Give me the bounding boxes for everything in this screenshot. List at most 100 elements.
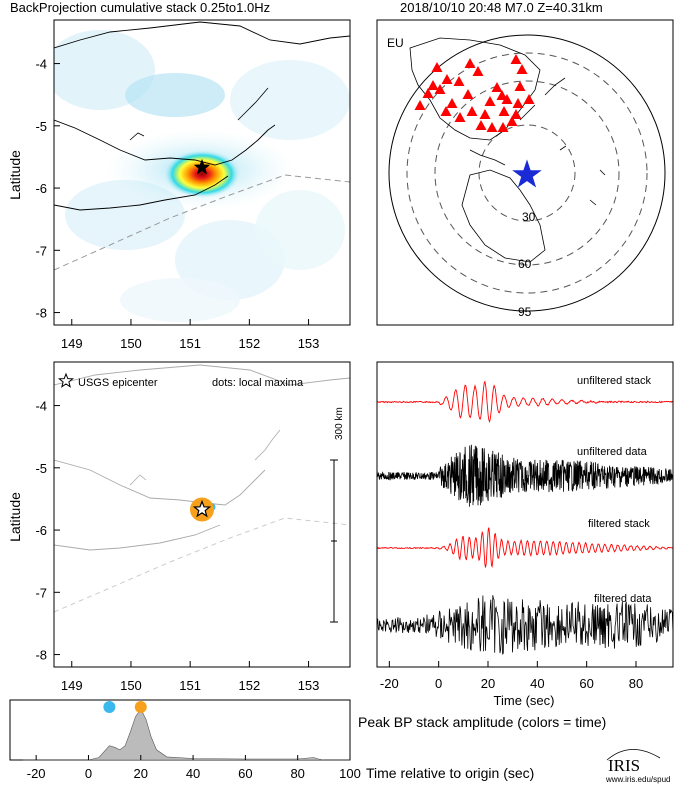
station-triangle-icon <box>514 81 526 91</box>
y-tick-label: -4 <box>35 57 47 72</box>
stack-x-tick-label: 0 <box>85 766 92 781</box>
y-tick-label: -6 <box>35 181 47 196</box>
peak-dots <box>103 701 147 713</box>
backprojection-map <box>53 19 351 326</box>
stack-x-tick-label: -20 <box>27 766 46 781</box>
trace-unfiltered-data <box>377 444 673 507</box>
map-a-ticks: -4 -5 -6 -7 -8 149 150 151 152 153 <box>35 57 319 351</box>
station-triangle-icon <box>441 74 453 84</box>
station-triangle-icon <box>491 82 503 92</box>
stack-x-tick-label: 60 <box>238 766 252 781</box>
stack-frame <box>9 699 351 761</box>
stack-xlabel: Time relative to origin (sec) <box>366 765 534 781</box>
y-tick-label: -6 <box>35 523 47 538</box>
x-tick-label: 153 <box>298 336 320 351</box>
station-triangle-icon <box>497 122 509 132</box>
station-triangle-icon <box>510 109 522 119</box>
station-triangle-icon <box>422 88 434 98</box>
station-map: EU 30 60 95 <box>376 19 674 326</box>
label-unfiltered-stack: unfiltered stack <box>577 375 651 387</box>
ring-label-95: 95 <box>518 305 532 319</box>
map-frame-2 <box>53 361 351 668</box>
y-tick-label: -4 <box>35 399 47 414</box>
x-tick-label: 151 <box>179 336 201 351</box>
trace-x-tick-label: 80 <box>629 676 643 691</box>
station-triangle-icon <box>464 58 476 68</box>
epicenter-star <box>193 158 211 175</box>
x-tick-label: 152 <box>239 336 261 351</box>
x-tick-label: 151 <box>179 678 201 693</box>
epicenter-star-outline <box>192 499 212 518</box>
trace-x-tick-label: 60 <box>579 676 593 691</box>
station-triangle-icon <box>496 90 508 100</box>
trace-filtered-stack <box>377 527 673 569</box>
y-tick-label: -5 <box>35 119 47 134</box>
station-triangle-icon <box>498 106 510 116</box>
ring-label-60: 60 <box>518 257 532 271</box>
station-triangle-icon <box>440 106 452 116</box>
stack-x-tick-label: 40 <box>186 766 200 781</box>
station-triangle-icon <box>446 98 458 108</box>
ring-95 <box>406 52 648 294</box>
station-triangle-icon <box>453 76 465 86</box>
station-triangle-icon <box>479 109 491 119</box>
station-triangle-icon <box>501 94 513 104</box>
station-label: EU <box>387 36 404 50</box>
map-frame <box>53 19 351 326</box>
station-markers <box>414 54 535 132</box>
outer-ring <box>388 34 666 312</box>
scale-bar: 300 km <box>330 407 345 623</box>
x-tick-label: 149 <box>61 336 83 351</box>
stack-x-tick-label: 100 <box>339 766 361 781</box>
station-triangle-icon <box>414 100 426 110</box>
station-triangle-icon <box>475 120 487 130</box>
y-tick-label: -5 <box>35 461 47 476</box>
logo-url: www.iris.edu/spud <box>605 775 670 784</box>
station-triangle-icon <box>516 64 528 74</box>
station-triangle-icon <box>462 89 474 99</box>
station-triangle-icon <box>431 62 443 72</box>
station-triangle-icon <box>466 106 478 116</box>
ylabel-map-c: Latitude <box>7 492 23 542</box>
stack-x-ticks: -20 0 20 40 60 80 100 <box>27 755 361 781</box>
ylabel-map-a: Latitude <box>7 150 23 200</box>
station-triangle-icon <box>484 96 496 106</box>
label-filtered-stack: filtered stack <box>588 518 650 530</box>
peak-dot <box>134 701 147 713</box>
traces-xlabel: Time (sec) <box>494 693 555 708</box>
iris-logo: IRIS www.iris.edu/spud <box>605 749 670 784</box>
trace-x-tick-label: -20 <box>380 676 399 691</box>
legend-epicenter: USGS epicenter <box>78 377 158 389</box>
station-triangle-icon <box>512 98 524 108</box>
label-unfiltered-data: unfiltered data <box>577 446 648 458</box>
station-triangle-icon <box>523 94 535 104</box>
maxima-map: USGS epicenter dots: local maxima 300 km <box>53 361 351 668</box>
trace-x-tick-label: 40 <box>530 676 544 691</box>
trace-x-tick-label: 20 <box>481 676 495 691</box>
coastline <box>54 21 350 211</box>
traces-x-ticks: -20 0 20 40 60 80 <box>380 661 643 691</box>
station-triangle-icon <box>506 116 518 126</box>
x-tick-label: 153 <box>298 678 320 693</box>
y-tick-label: -8 <box>35 648 47 663</box>
coastline-faint <box>54 364 350 551</box>
stack-area <box>23 708 350 761</box>
title-right: 2018/10/10 20:48 M7.0 Z=40.31km <box>400 0 603 15</box>
stack-amplitude-panel: -20 0 20 40 60 80 100 Peak BP stack amplitude … <box>9 699 606 781</box>
scale-label: 300 km <box>334 407 345 440</box>
station-frame <box>376 19 674 326</box>
trace-unfiltered-stack <box>377 380 673 423</box>
station-triangle-icon <box>434 84 446 94</box>
title-left: BackProjection cumulative stack 0.25to1.… <box>10 0 270 15</box>
station-triangle-icon <box>454 112 466 122</box>
station-triangle-icon <box>486 122 498 132</box>
ring-60 <box>434 80 620 266</box>
x-tick-label: 149 <box>61 678 83 693</box>
x-tick-label: 150 <box>120 678 142 693</box>
ring-label-30: 30 <box>522 210 536 224</box>
station-triangle-icon <box>427 80 439 90</box>
logo-name: IRIS <box>608 756 640 775</box>
map-c-ticks: -4 -5 -6 -7 -8 149 150 151 152 153 <box>35 399 319 693</box>
stack-peak-label: Peak BP stack amplitude (colors = time) <box>358 714 606 730</box>
